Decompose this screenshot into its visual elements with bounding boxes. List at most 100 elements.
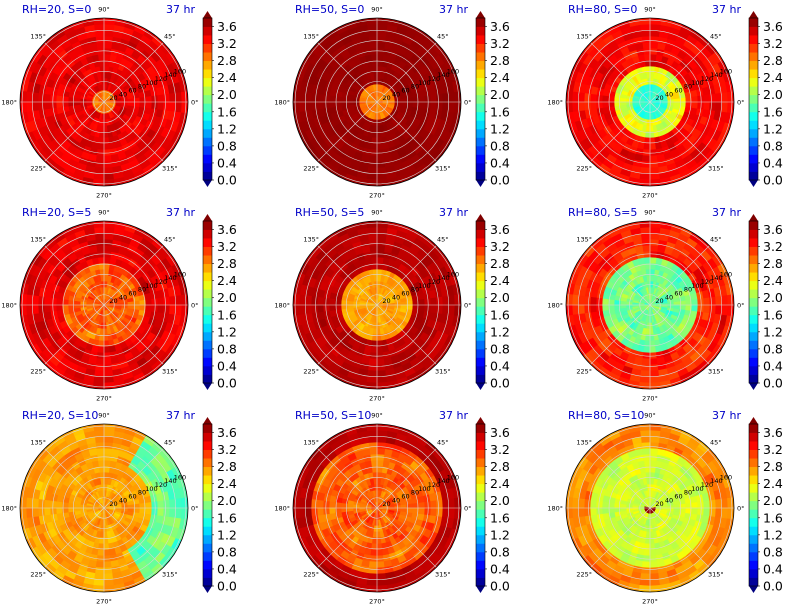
heatmap-cell (104, 221, 115, 228)
angle-tick-label: 135° (303, 33, 319, 41)
colorbar-tick-label: 0.8 (763, 341, 783, 356)
colorbar-tick-label: 2.4 (217, 273, 237, 288)
heatmap-cell (646, 126, 650, 132)
heatmap-cell (650, 42, 658, 48)
heatmap-cell (104, 364, 113, 371)
heatmap-cell (93, 382, 104, 389)
colorbar-segment (203, 129, 212, 138)
heatmap-cell (369, 156, 377, 162)
heatmap-cell (650, 239, 659, 246)
heatmap-cell (640, 376, 650, 383)
colorbar-tick-label: 2.8 (217, 256, 237, 271)
angle-tick-label: 315° (435, 164, 451, 172)
angle-tick-label: 180° (1, 99, 17, 107)
heatmap-cell (104, 239, 113, 246)
colorbar-extend-min (749, 383, 758, 390)
colorbar-tick-label: 0.4 (763, 358, 783, 373)
heatmap-cell (377, 221, 388, 228)
heatmap-cell (650, 54, 656, 60)
heatmap-cell (44, 305, 50, 313)
heatmap-cell (317, 297, 323, 305)
radial-tick-label: 60 (674, 87, 682, 95)
heatmap-cell (311, 296, 318, 305)
colorbar-segment (749, 281, 758, 290)
heatmap-cell (395, 102, 401, 105)
colorbar-tick-label: 1.6 (763, 307, 783, 322)
heatmap-cell (100, 329, 104, 335)
colorbar-tick-label: 1.6 (763, 104, 783, 119)
heatmap-cell (572, 92, 579, 102)
heatmap-cell (311, 102, 318, 111)
heatmap-cell (175, 92, 182, 102)
heatmap-cell (95, 161, 104, 168)
heatmap-cell (367, 227, 377, 234)
heatmap-cell (650, 281, 653, 287)
colorbar-extend-min (476, 383, 485, 390)
colorbar-segment (749, 171, 758, 180)
colorbar-tick-label: 0.4 (490, 358, 510, 373)
heatmap-cell (98, 347, 104, 353)
colorbar-tick-label: 0.8 (217, 341, 237, 356)
angle-tick-label: 90° (644, 209, 656, 217)
heatmap-cell (367, 376, 377, 383)
angle-tick-label: 135° (303, 236, 319, 244)
heatmap-cell (104, 460, 110, 466)
angle-tick-label: 0° (737, 302, 744, 310)
angle-tick-label: 90° (98, 209, 110, 217)
angle-tick-label: 135° (30, 33, 46, 41)
colorbar-segment (203, 366, 212, 375)
angle-tick-label: 270° (642, 192, 658, 200)
colorbar-segment (203, 163, 212, 172)
heatmap-cell (377, 72, 381, 78)
heatmap-cell (128, 102, 134, 106)
heatmap-cell (620, 98, 626, 102)
heatmap-cell (96, 359, 104, 365)
radial-tick-label: 20 (109, 297, 117, 305)
heatmap-cell (721, 92, 728, 102)
colorbar-segment (203, 86, 212, 95)
heatmap-cell (602, 96, 608, 102)
heatmap-cell (646, 329, 650, 335)
heatmap-cell (602, 299, 608, 305)
heatmap-cell (311, 93, 318, 102)
heatmap-cell (692, 305, 698, 311)
heatmap-cell (431, 102, 437, 110)
heatmap-cell (431, 305, 437, 313)
heatmap-cell (93, 221, 104, 228)
heatmap-cell (368, 36, 377, 43)
angle-tick-label: 0° (737, 99, 744, 107)
colorbar-segment (476, 238, 485, 247)
heatmap-cell (650, 156, 658, 162)
colorbar-segment (476, 146, 485, 155)
angle-tick-label: 180° (547, 99, 563, 107)
heatmap-cell (642, 42, 650, 48)
heatmap-cell (377, 24, 387, 31)
colorbar-segment (203, 35, 212, 44)
heatmap-cell (146, 508, 152, 514)
heatmap-cell (721, 295, 728, 305)
colorbar-extend-min (476, 180, 485, 187)
angle-tick-label: 225° (303, 164, 319, 172)
heatmap-cell (20, 294, 27, 305)
colorbar-segment (203, 112, 212, 121)
heatmap-cell (590, 297, 596, 305)
heatmap-cell (692, 102, 698, 108)
colorbar-tick-label: 0.8 (490, 138, 510, 153)
heatmap-cell (96, 562, 104, 568)
heatmap-cell (419, 305, 425, 311)
colorbar-segment (203, 146, 212, 155)
heatmap-cell (38, 305, 45, 314)
heatmap-cell (368, 239, 377, 246)
heatmap-cell (299, 102, 306, 112)
radial-tick-label: 160 (447, 67, 459, 75)
heatmap-cell (38, 102, 45, 111)
heatmap-cell (293, 91, 300, 102)
radial-tick-label: 60 (401, 290, 409, 298)
heatmap-cell (650, 161, 659, 168)
colorbar-segment (203, 281, 212, 290)
colorbar-segment (203, 27, 212, 36)
heatmap-cell (454, 294, 461, 305)
colorbar-segment (476, 129, 485, 138)
heatmap-cell (101, 323, 104, 329)
